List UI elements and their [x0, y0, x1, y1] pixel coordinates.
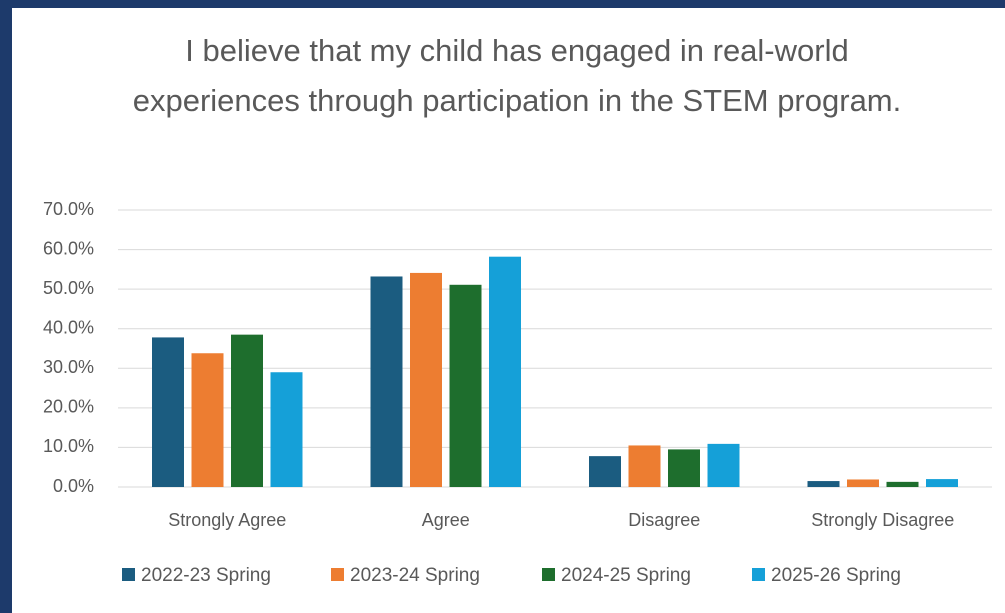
bar — [707, 443, 740, 487]
bar — [449, 284, 482, 487]
bar — [270, 372, 303, 487]
bar — [489, 256, 521, 487]
bar — [410, 272, 442, 487]
bar — [668, 449, 700, 487]
y-tick-label: 30.0% — [43, 357, 94, 377]
chart-title: I believe that my child has engaged in r… — [132, 33, 902, 118]
y-tick-label: 20.0% — [43, 397, 94, 417]
x-tick-label: Agree — [422, 510, 470, 530]
bar — [807, 481, 840, 487]
legend-label: 2023-24 Spring — [350, 565, 480, 586]
legend-swatch — [542, 568, 555, 581]
bar — [628, 445, 661, 487]
x-tick-label: Strongly Disagree — [811, 510, 954, 530]
legend-swatch — [331, 568, 344, 581]
y-tick-label: 70.0% — [43, 199, 94, 219]
legend-label: 2022-23 Spring — [141, 565, 271, 586]
y-tick-label: 60.0% — [43, 238, 94, 258]
y-tick-label: 50.0% — [43, 278, 94, 298]
bar — [589, 456, 621, 487]
bar — [231, 334, 263, 487]
bar — [926, 479, 958, 487]
y-tick-label: 40.0% — [43, 317, 94, 337]
bar — [152, 337, 184, 487]
bar — [370, 276, 403, 487]
legend-swatch — [752, 568, 765, 581]
bar — [191, 353, 224, 487]
x-tick-label: Strongly Agree — [168, 510, 286, 530]
y-tick-label: 0.0% — [53, 476, 94, 496]
legend-label: 2025-26 Spring — [771, 565, 901, 586]
y-tick-label: 10.0% — [43, 436, 94, 456]
x-tick-label: Disagree — [628, 510, 700, 530]
legend-label: 2024-25 Spring — [561, 565, 691, 586]
legend-swatch — [122, 568, 135, 581]
bar — [847, 479, 879, 487]
bar — [886, 481, 919, 487]
